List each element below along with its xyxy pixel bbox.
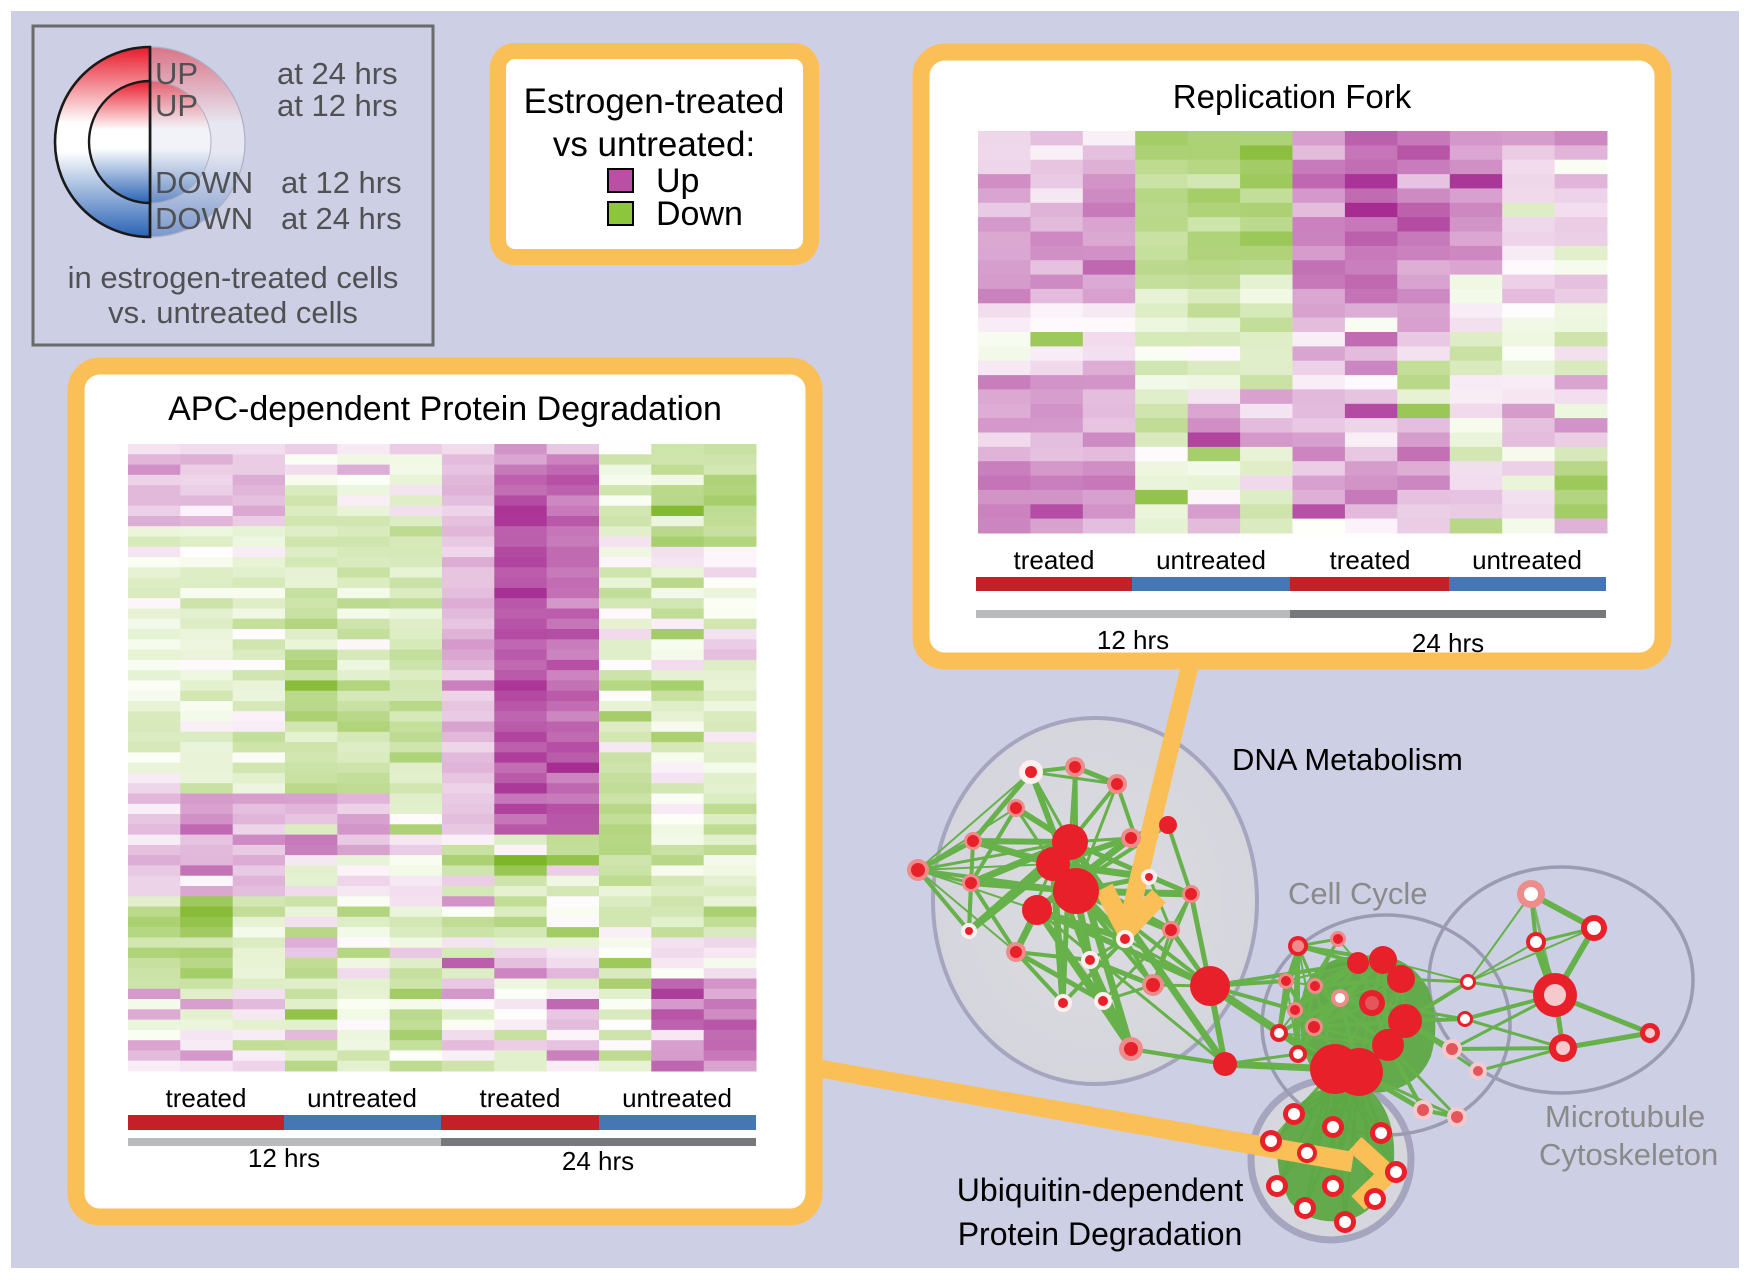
svg-text:treated: treated xyxy=(1330,545,1411,575)
svg-text:Down: Down xyxy=(656,195,743,233)
svg-text:Replication Fork: Replication Fork xyxy=(1173,78,1412,115)
svg-text:Microtubule: Microtubule xyxy=(1545,1099,1705,1134)
svg-text:untreated: untreated xyxy=(307,1083,417,1113)
svg-text:at 12 hrs: at 12 hrs xyxy=(277,88,398,123)
svg-text:24 hrs: 24 hrs xyxy=(1412,628,1484,658)
svg-text:Ubiquitin-dependent: Ubiquitin-dependent xyxy=(957,1172,1244,1208)
svg-text:12 hrs: 12 hrs xyxy=(1097,625,1169,655)
svg-text:Cell Cycle: Cell Cycle xyxy=(1288,876,1428,911)
svg-text:Protein Degradation: Protein Degradation xyxy=(958,1216,1243,1252)
svg-text:untreated: untreated xyxy=(1472,545,1582,575)
svg-text:treated: treated xyxy=(166,1083,247,1113)
svg-text:treated: treated xyxy=(1014,545,1095,575)
svg-text:APC-dependent Protein Degradat: APC-dependent Protein Degradation xyxy=(168,390,722,428)
svg-text:DOWN: DOWN xyxy=(155,165,253,200)
svg-text:Cytoskeleton: Cytoskeleton xyxy=(1539,1137,1718,1172)
svg-text:untreated: untreated xyxy=(1156,545,1266,575)
svg-text:at 24 hrs: at 24 hrs xyxy=(277,56,398,91)
svg-text:24 hrs: 24 hrs xyxy=(562,1146,634,1176)
svg-text:untreated: untreated xyxy=(622,1083,732,1113)
svg-text:UP: UP xyxy=(155,56,198,91)
svg-text:UP: UP xyxy=(155,88,198,123)
svg-text:in estrogen-treated cells: in estrogen-treated cells xyxy=(68,260,399,295)
svg-text:vs. untreated cells: vs. untreated cells xyxy=(108,295,358,330)
svg-text:DOWN: DOWN xyxy=(155,201,253,236)
svg-text:Estrogen-treated: Estrogen-treated xyxy=(524,82,785,121)
svg-text:treated: treated xyxy=(480,1083,561,1113)
svg-text:DNA Metabolism: DNA Metabolism xyxy=(1232,742,1463,777)
svg-text:Up: Up xyxy=(656,162,699,200)
svg-text:vs untreated:: vs untreated: xyxy=(553,125,755,164)
svg-text:at 12 hrs: at 12 hrs xyxy=(281,165,402,200)
svg-text:12 hrs: 12 hrs xyxy=(248,1143,320,1173)
svg-text:at 24 hrs: at 24 hrs xyxy=(281,201,402,236)
